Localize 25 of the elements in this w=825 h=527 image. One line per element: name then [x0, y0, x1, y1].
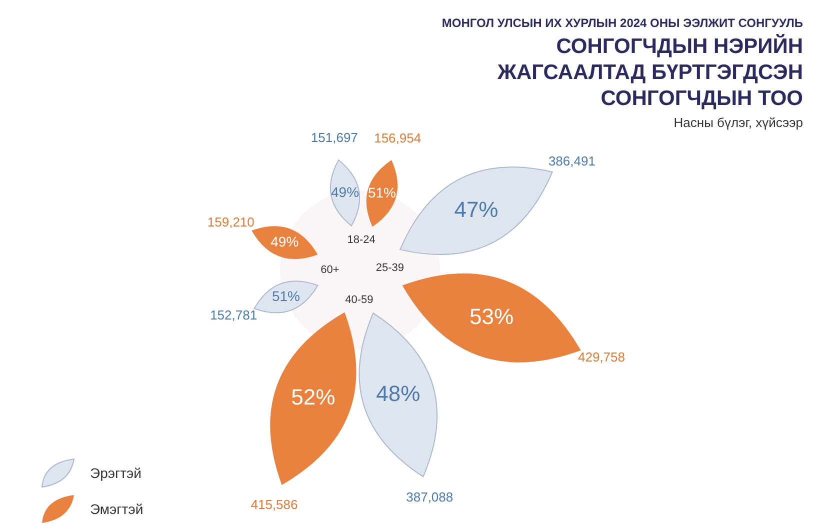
legend-label: Эмэгтэй	[90, 501, 144, 517]
data-label: 386,491	[548, 154, 596, 169]
text: 53%	[470, 304, 514, 329]
text: 51%	[368, 184, 396, 200]
legend-label: Эрэгтэй	[90, 465, 142, 481]
text: СОНГОГЧДЫН НЭРИЙН ЖАГСААЛТАД БҮРТГЭГДСЭН СОНГОГЧДЫН ТОО	[496, 34, 803, 112]
text: 52%	[291, 384, 336, 410]
text: 49%	[270, 233, 299, 250]
text: 47%	[454, 196, 498, 222]
category-label: 60+	[320, 264, 340, 276]
category-label: 25-39	[376, 262, 404, 274]
text: 51%	[272, 288, 300, 304]
data-label: 415,586	[250, 497, 298, 512]
text: 48%	[376, 380, 420, 406]
text: 49%	[331, 184, 360, 200]
data-label: 159,210	[207, 214, 254, 230]
text: Насны бүлэг, хүйсээр	[672, 115, 803, 130]
category-label: 18-24	[347, 234, 376, 246]
data-label: 152,781	[210, 308, 258, 323]
category-label: 40-59	[345, 294, 374, 306]
data-label: 151,697	[310, 130, 358, 145]
text: МОНГОЛ УЛСЫН ИХ ХУРЛЫН 2024 ОНЫ ЭЭЛЖИТ СОНГУУЛЬ	[440, 16, 803, 30]
data-label: 156,954	[374, 130, 422, 146]
data-label: 387,088	[406, 489, 454, 504]
data-label: 429,758	[578, 349, 625, 364]
